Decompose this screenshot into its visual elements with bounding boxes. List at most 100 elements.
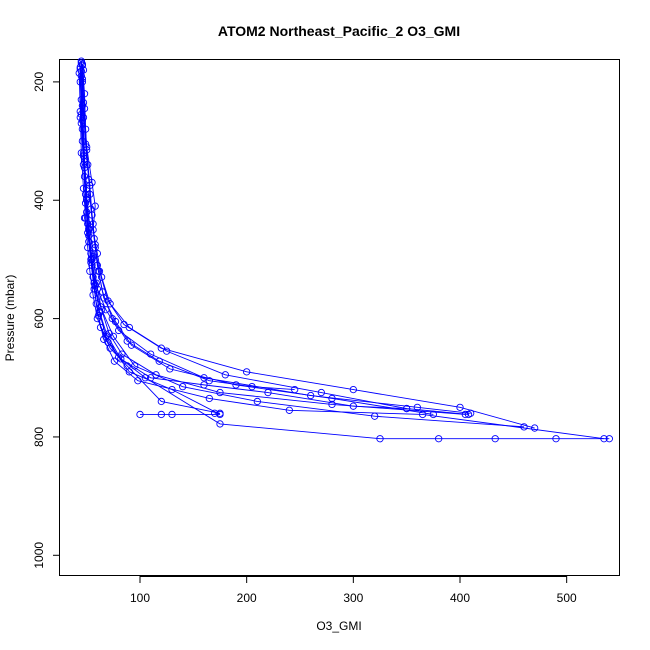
data-point: [605, 435, 613, 443]
data-point: [205, 377, 213, 385]
series-line: [79, 68, 221, 414]
data-point: [125, 323, 133, 332]
data-point: [97, 306, 106, 314]
data-point: [147, 374, 155, 382]
x-axis: 100 200 300 400 500: [130, 576, 577, 605]
series-12: [77, 67, 411, 413]
data-point: [328, 400, 336, 409]
data-point: [78, 116, 87, 125]
series-7: [77, 75, 608, 443]
data-point: [285, 406, 293, 414]
data-point: [96, 323, 105, 332]
series-line: [81, 70, 469, 415]
x-tick-label: 400: [450, 591, 470, 605]
data-point: [157, 344, 165, 352]
series-line: [79, 61, 471, 414]
data-point: [349, 385, 357, 394]
data-point: [86, 181, 94, 190]
data-point: [461, 410, 469, 419]
x-tick-label: 500: [557, 591, 577, 605]
data-point: [600, 435, 608, 443]
data-point: [85, 224, 93, 233]
data-point: [179, 382, 187, 391]
data-point: [264, 388, 272, 397]
data-point: [349, 402, 357, 410]
y-tick-label: 600: [32, 308, 46, 328]
data-point: [80, 158, 89, 166]
data-point: [84, 220, 92, 228]
data-point: [403, 404, 411, 413]
data-point: [253, 397, 261, 406]
data-point: [127, 341, 136, 349]
data-point: [435, 435, 443, 443]
series-line: [79, 67, 525, 428]
data-point: [205, 394, 213, 403]
data-point: [429, 410, 437, 419]
plot-frame: [59, 59, 620, 576]
series-line: [78, 73, 221, 415]
y-tick-label: 200: [32, 72, 46, 92]
data-point: [83, 195, 91, 203]
data-point: [216, 409, 224, 417]
data-point: [163, 347, 171, 355]
data-point: [520, 423, 528, 431]
x-tick-label: 100: [130, 591, 150, 605]
series-layer: [75, 57, 613, 443]
data-point: [92, 300, 100, 308]
data-point: [103, 331, 111, 339]
data-point: [97, 273, 106, 281]
data-point: [200, 381, 208, 389]
data-point: [157, 397, 165, 406]
data-point: [552, 435, 560, 443]
data-point: [100, 294, 108, 302]
data-point: [92, 279, 100, 287]
series-line: [81, 64, 535, 429]
data-point: [117, 355, 125, 363]
y-axis: 200 400 600 800 1000: [32, 72, 60, 569]
data-point: [232, 381, 240, 389]
data-point: [166, 365, 174, 373]
data-point: [111, 317, 120, 326]
data-point: [94, 267, 103, 275]
data-point: [106, 344, 114, 352]
data-point: [328, 394, 336, 403]
series-line: [81, 65, 434, 415]
data-point: [91, 281, 99, 289]
data-point: [105, 329, 113, 338]
series-line: [80, 75, 610, 440]
data-point: [491, 435, 499, 443]
series-10: [78, 61, 437, 419]
data-point: [88, 211, 96, 219]
x-tick-label: 300: [343, 591, 363, 605]
data-point: [243, 368, 251, 376]
data-point: [118, 350, 126, 358]
data-point: [456, 403, 464, 411]
data-point: [123, 337, 131, 345]
data-point: [216, 420, 224, 428]
data-point: [136, 410, 144, 419]
y-tick-label: 400: [32, 190, 46, 210]
data-point: [216, 388, 224, 397]
data-point: [91, 240, 99, 249]
data-point: [77, 67, 85, 75]
series-3: [76, 63, 528, 431]
data-point: [95, 307, 104, 316]
data-point: [81, 190, 90, 198]
series-11: [76, 65, 224, 417]
series-line: [80, 71, 407, 409]
data-point: [211, 409, 219, 417]
data-point: [155, 357, 163, 365]
data-point: [157, 410, 165, 419]
data-point: [168, 410, 176, 419]
series-6: [77, 72, 613, 443]
data-point: [317, 388, 325, 397]
data-point: [89, 273, 97, 281]
y-axis-label: Pressure (mbar): [3, 275, 17, 362]
data-point: [110, 357, 119, 365]
y-tick-label: 800: [32, 427, 46, 447]
data-point: [376, 435, 384, 443]
data-point: [94, 311, 103, 320]
data-point: [221, 371, 229, 379]
